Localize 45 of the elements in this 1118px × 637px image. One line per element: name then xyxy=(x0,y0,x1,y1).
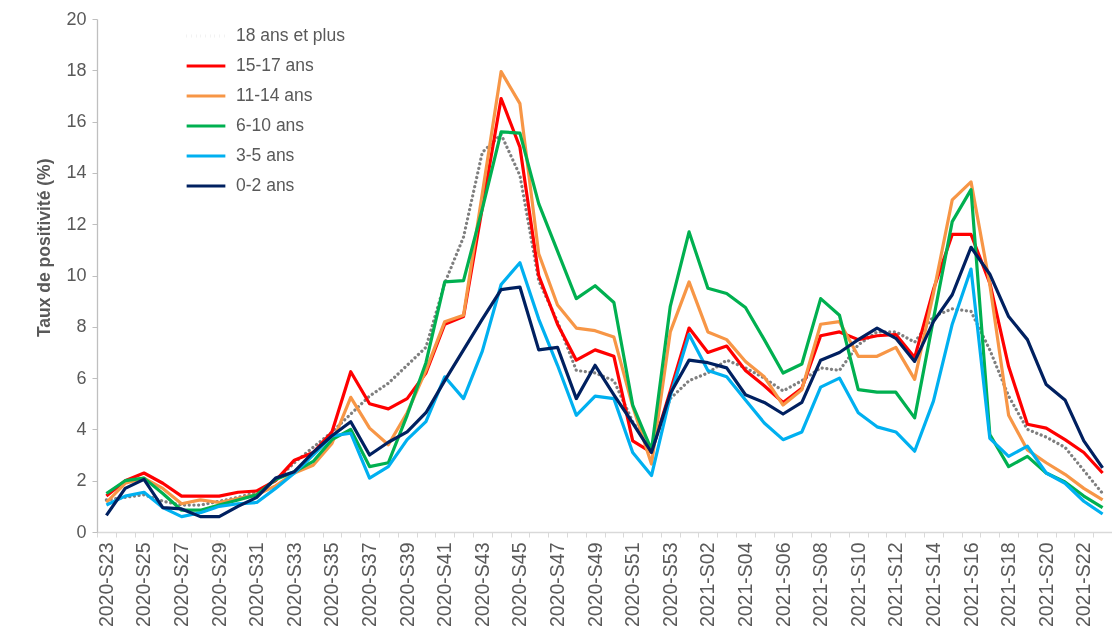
legend-label: 18 ans et plus xyxy=(236,25,346,45)
legend-label: 15-17 ans xyxy=(236,55,315,75)
y-tick-label: 4 xyxy=(76,418,87,439)
x-tick-label: 2021-S06 xyxy=(771,542,794,628)
x-tick-label: 2021-S16 xyxy=(959,542,982,628)
legend-label: 11-14 ans xyxy=(236,85,313,105)
y-tick-label: 12 xyxy=(66,213,87,234)
x-tick-label: 2021-S12 xyxy=(884,542,907,628)
y-tick-label: 10 xyxy=(66,265,87,285)
legend-label: 3-5 ans xyxy=(236,145,295,165)
x-tick-label: 2021-S04 xyxy=(733,542,756,628)
y-tick-label: 16 xyxy=(66,111,87,132)
x-tick-label: 2020-S29 xyxy=(207,542,230,628)
y-tick-label: 20 xyxy=(66,8,87,29)
x-tick-label: 2020-S31 xyxy=(245,542,268,628)
x-tick-label: 2020-S35 xyxy=(320,542,343,628)
x-tick-label: 2021-S22 xyxy=(1072,542,1095,628)
x-tick-label: 2020-S23 xyxy=(94,542,117,628)
x-tick-label: 2021-S08 xyxy=(809,542,832,628)
y-tick-label: 2 xyxy=(76,470,87,491)
x-tick-label: 2020-S41 xyxy=(433,542,456,628)
y-axis-title: Taux de positivité (%) xyxy=(34,158,55,338)
x-tick-label: 2021-S18 xyxy=(997,542,1020,628)
legend-label: 6-10 ans xyxy=(236,115,305,135)
x-tick-label: 2020-S39 xyxy=(395,542,418,628)
legend-label: 0-2 ans xyxy=(236,175,295,195)
x-tick-label: 2020-S53 xyxy=(658,542,681,628)
x-tick-label: 2021-S20 xyxy=(1034,542,1057,628)
x-tick-label: 2020-S33 xyxy=(282,542,305,628)
x-tick-label: 2020-S37 xyxy=(358,542,381,628)
y-tick-label: 14 xyxy=(66,162,87,183)
x-tick-label: 2020-S25 xyxy=(132,542,155,628)
y-tick-label: 0 xyxy=(76,521,87,542)
y-tick-label: 18 xyxy=(66,59,87,80)
x-tick-label: 2020-S27 xyxy=(170,542,193,628)
x-tick-label: 2020-S51 xyxy=(621,542,644,628)
x-tick-label: 2020-S47 xyxy=(546,542,569,628)
y-tick-label: 6 xyxy=(76,367,87,388)
x-tick-label: 2021-S14 xyxy=(921,542,944,628)
x-tick-label: 2020-S43 xyxy=(470,542,493,628)
x-tick-label: 2021-S02 xyxy=(696,542,719,628)
x-tick-label: 2020-S49 xyxy=(583,542,606,628)
y-tick-label: 8 xyxy=(76,316,87,337)
x-tick-label: 2020-S45 xyxy=(508,542,531,628)
x-tick-label: 2021-S10 xyxy=(846,542,869,628)
